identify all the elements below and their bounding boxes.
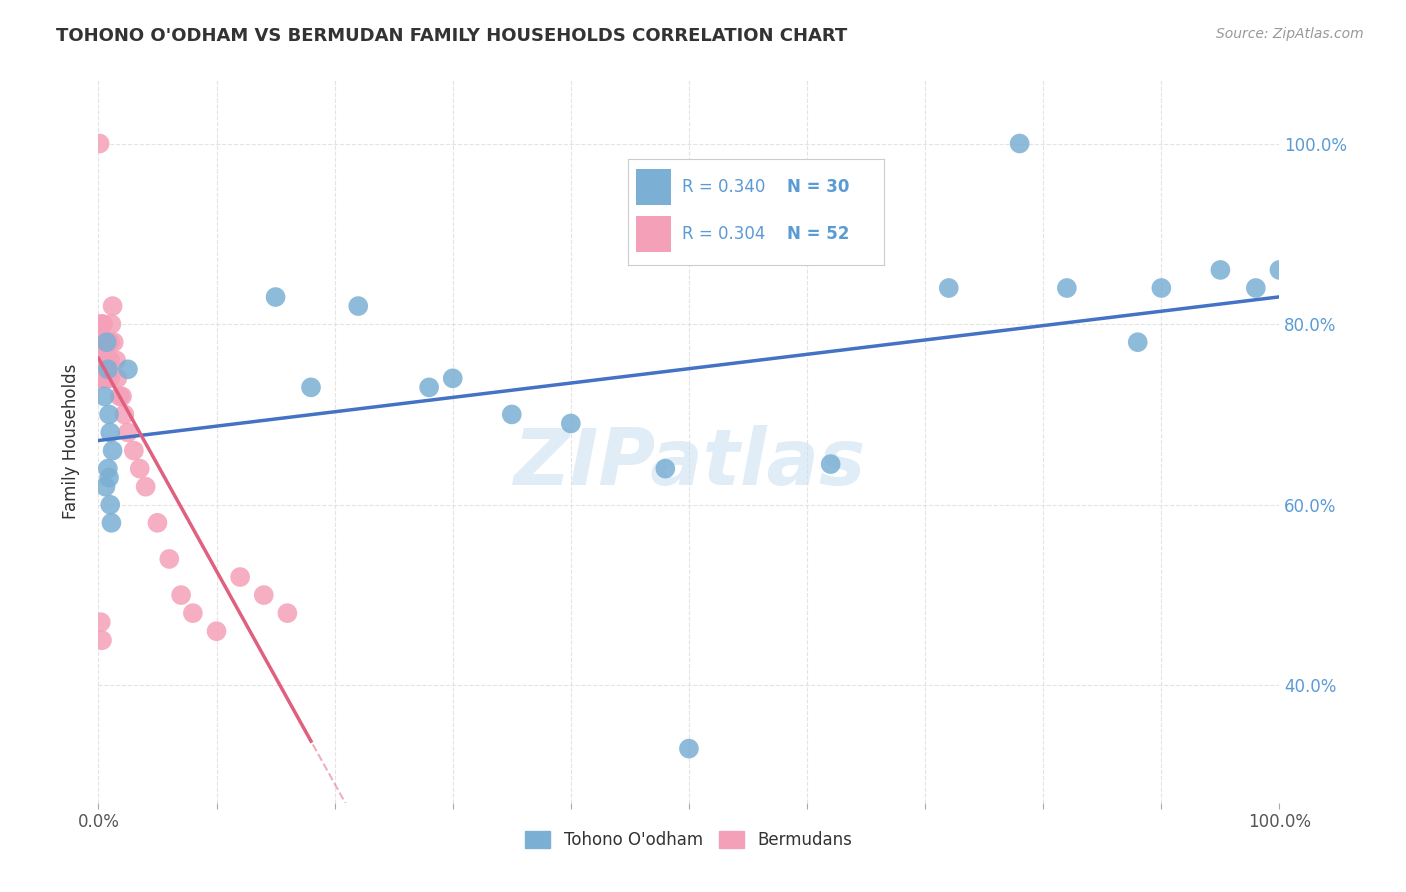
Point [1209, 263, 1232, 277]
Point [98, 335, 121, 350]
Point [98, 408, 121, 422]
Point [98, 425, 121, 440]
Point [96, 335, 118, 350]
Point [97, 362, 120, 376]
Text: ZIPatlas: ZIPatlas [513, 425, 865, 501]
Text: R = 0.304: R = 0.304 [682, 225, 765, 244]
Point [1056, 281, 1078, 295]
Point [128, 461, 150, 475]
Point [100, 317, 122, 331]
Point [105, 353, 128, 368]
Point [170, 588, 193, 602]
Point [253, 588, 276, 602]
Point [1150, 281, 1173, 295]
Point [100, 516, 122, 530]
Point [94, 335, 117, 350]
Point [299, 380, 322, 394]
Point [97, 335, 120, 350]
Point [103, 335, 125, 350]
Point [89, 317, 111, 331]
Point [93, 389, 115, 403]
Point [94, 480, 117, 494]
Point [97, 371, 120, 385]
Point [91, 371, 114, 385]
Point [678, 741, 700, 756]
Point [98, 353, 121, 368]
Point [157, 552, 180, 566]
Legend: Tohono O'odham, Bermudans: Tohono O'odham, Bermudans [519, 824, 859, 856]
Point [117, 425, 139, 440]
Point [441, 371, 464, 385]
Y-axis label: Family Households: Family Households [62, 364, 80, 519]
Point [105, 371, 128, 385]
Point [90, 615, 112, 630]
Point [820, 457, 842, 471]
Point [91, 353, 114, 368]
Text: N = 52: N = 52 [787, 225, 849, 244]
Point [276, 606, 298, 620]
Text: R = 0.340: R = 0.340 [682, 178, 765, 196]
Point [94, 353, 117, 368]
Point [418, 380, 440, 394]
Point [98, 353, 121, 368]
Point [98, 471, 121, 485]
Point [93, 371, 115, 385]
Text: TOHONO O'ODHAM VS BERMUDAN FAMILY HOUSEHOLDS CORRELATION CHART: TOHONO O'ODHAM VS BERMUDAN FAMILY HOUSEH… [56, 27, 848, 45]
FancyBboxPatch shape [636, 169, 672, 205]
Point [205, 624, 228, 639]
Point [181, 606, 204, 620]
Point [93, 353, 115, 368]
Point [108, 389, 131, 403]
Point [93, 335, 115, 350]
Point [501, 408, 523, 422]
Point [1244, 281, 1267, 295]
Point [101, 299, 124, 313]
Point [654, 461, 676, 475]
Point [1008, 136, 1031, 151]
Point [229, 570, 252, 584]
Point [122, 443, 145, 458]
Point [1268, 263, 1291, 277]
Point [101, 443, 124, 458]
Point [560, 417, 582, 431]
FancyBboxPatch shape [636, 216, 672, 252]
Point [91, 335, 114, 350]
Point [91, 317, 114, 331]
Point [112, 408, 135, 422]
Point [90, 353, 112, 368]
Point [94, 371, 117, 385]
Point [91, 335, 114, 350]
Point [264, 290, 287, 304]
Text: N = 30: N = 30 [787, 178, 849, 196]
Point [96, 371, 118, 385]
Point [98, 498, 121, 512]
Point [90, 335, 112, 350]
Point [98, 371, 121, 385]
Point [117, 362, 139, 376]
Point [91, 353, 114, 368]
Point [98, 335, 121, 350]
Point [89, 136, 111, 151]
Point [96, 353, 118, 368]
Point [146, 516, 169, 530]
Point [347, 299, 370, 313]
Text: Source: ZipAtlas.com: Source: ZipAtlas.com [1216, 27, 1364, 41]
Point [135, 480, 157, 494]
Point [96, 335, 118, 350]
Point [1126, 335, 1149, 350]
Point [111, 389, 134, 403]
Point [97, 461, 120, 475]
Point [91, 633, 114, 648]
Point [938, 281, 960, 295]
Point [91, 371, 114, 385]
Point [91, 317, 114, 331]
Point [90, 371, 112, 385]
Point [97, 353, 120, 368]
